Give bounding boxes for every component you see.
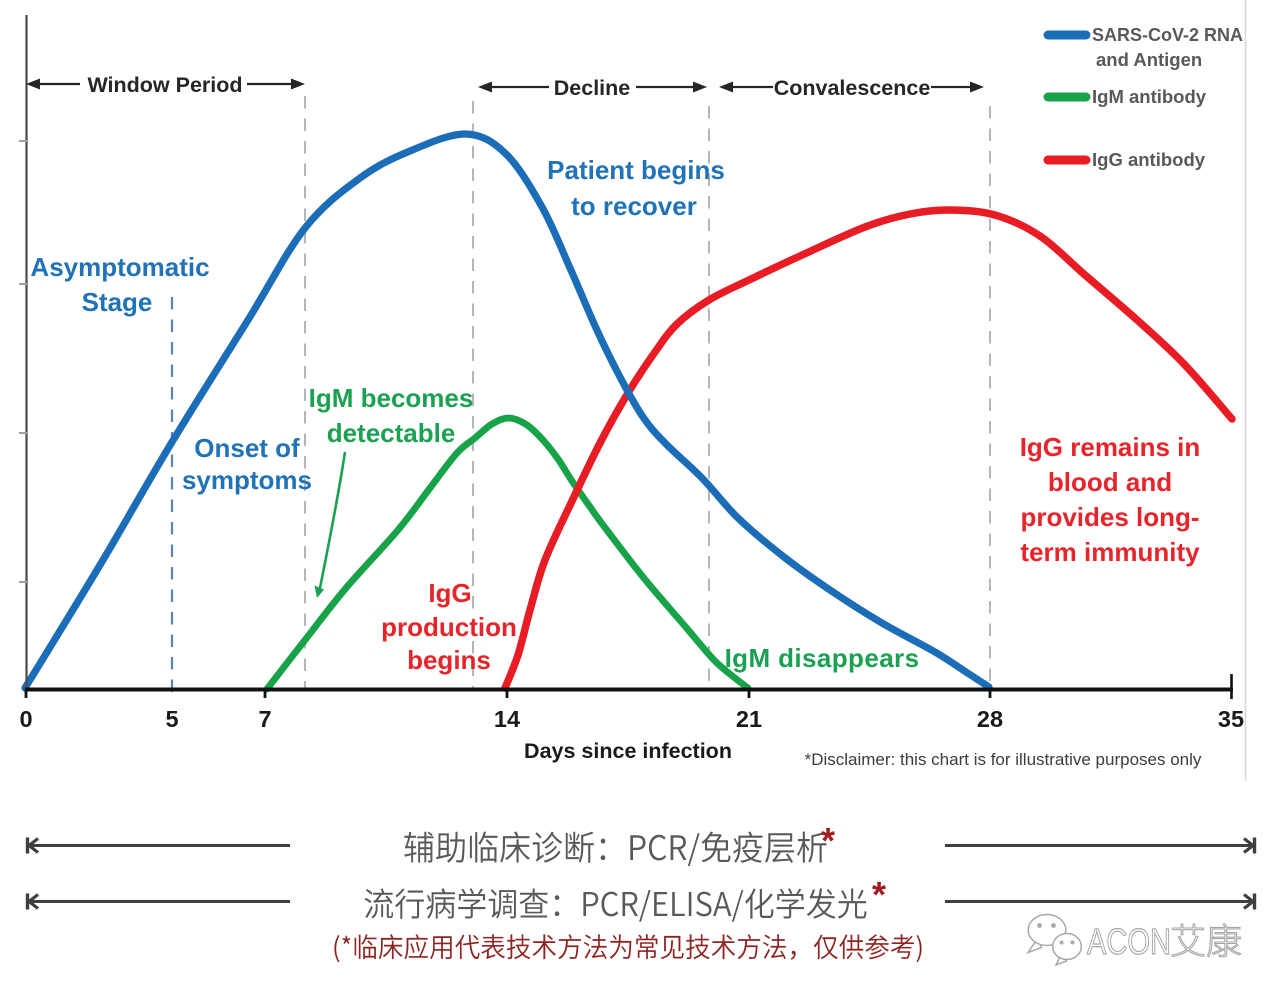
svg-text:IgM antibody: IgM antibody (1092, 86, 1207, 107)
svg-text:and Antigen: and Antigen (1096, 49, 1202, 70)
svg-text:production: production (381, 612, 517, 642)
svg-text:7: 7 (258, 706, 271, 732)
svg-text:symptoms: symptoms (182, 465, 312, 495)
svg-text:*: * (872, 874, 886, 915)
svg-text:IgM disappears: IgM disappears (725, 643, 920, 673)
svg-text:to recover: to recover (571, 191, 697, 221)
svg-text:Asymptomatic: Asymptomatic (30, 252, 209, 282)
svg-text:14: 14 (494, 706, 520, 732)
svg-text:35: 35 (1218, 706, 1244, 732)
svg-text:28: 28 (977, 706, 1003, 732)
svg-text:IgG remains in: IgG remains in (1020, 432, 1201, 462)
svg-text:provides long-: provides long- (1020, 502, 1199, 532)
svg-text:begins: begins (407, 645, 491, 675)
svg-text:5: 5 (165, 706, 178, 732)
svg-text:Onset of: Onset of (194, 433, 300, 463)
svg-text:*Disclaimer: this chart is for: *Disclaimer: this chart is for illustrat… (805, 750, 1202, 769)
svg-text:IgG antibody: IgG antibody (1092, 149, 1206, 170)
svg-text:Window Period: Window Period (87, 73, 242, 97)
svg-text:*: * (821, 820, 835, 861)
svg-text:Patient begins: Patient begins (547, 155, 725, 185)
svg-text:IgG: IgG (428, 578, 471, 608)
svg-text:Days since infection: Days since infection (524, 739, 732, 763)
svg-text:0: 0 (19, 706, 32, 732)
svg-text:Convalescence: Convalescence (774, 76, 931, 100)
svg-text:Stage: Stage (82, 287, 153, 317)
svg-text:term immunity: term immunity (1020, 537, 1200, 567)
svg-text:SARS-CoV-2 RNA: SARS-CoV-2 RNA (1092, 25, 1243, 45)
svg-text:ACON: ACON (1087, 921, 1171, 962)
svg-text:21: 21 (736, 706, 762, 732)
svg-text:detectable: detectable (327, 418, 456, 448)
svg-text:blood and: blood and (1048, 467, 1172, 497)
svg-text:IgM becomes: IgM becomes (309, 383, 474, 413)
svg-text:Decline: Decline (554, 76, 631, 100)
